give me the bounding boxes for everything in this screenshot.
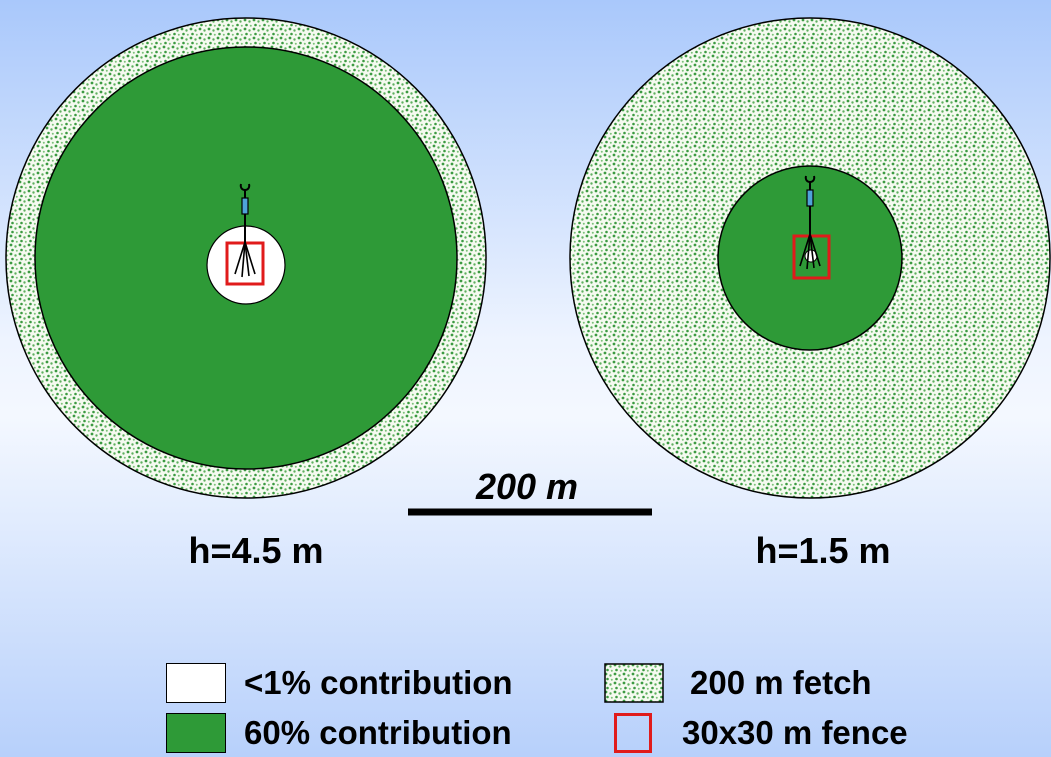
site-left	[6, 18, 486, 498]
legend-label: 200 m fetch	[690, 664, 872, 702]
legend-label: 60% contribution	[244, 714, 512, 752]
legend-item-fetch: 200 m fetch	[604, 663, 872, 703]
legend-item-sixty-percent: 60% contribution	[166, 713, 512, 753]
site-right	[570, 18, 1050, 498]
swatch-red-square	[614, 713, 652, 753]
swatch-dots	[604, 663, 664, 703]
scale-bar-label: 200 m	[475, 466, 578, 507]
legend-label: 30x30 m fence	[682, 714, 908, 752]
legend-label: <1% contribution	[244, 664, 513, 702]
legend-item-low-contribution: <1% contribution	[166, 663, 513, 703]
swatch-green	[166, 713, 226, 753]
swatch-white	[166, 663, 226, 703]
legend-item-fence: 30x30 m fence	[604, 713, 908, 753]
scale-bar: 200 m	[408, 466, 652, 512]
site-label-left: h=4.5 m	[188, 530, 323, 571]
site-label-right: h=1.5 m	[755, 530, 890, 571]
